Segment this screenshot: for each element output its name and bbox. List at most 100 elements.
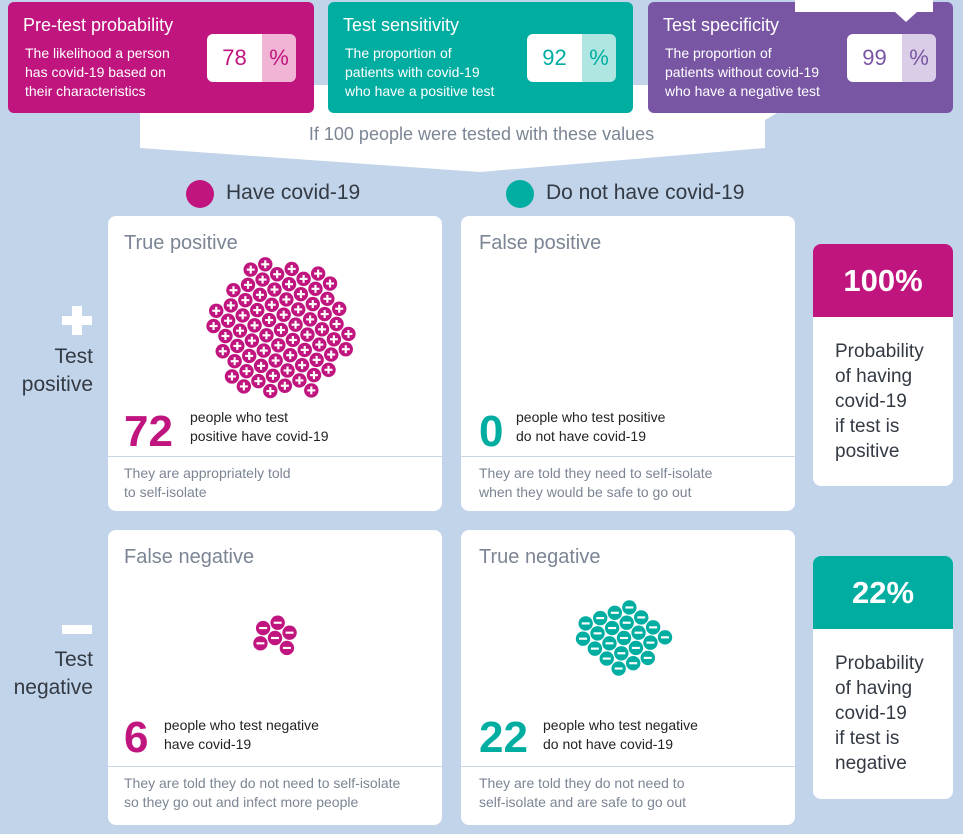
no-covid-legend-label: Do not have covid-19 bbox=[546, 181, 745, 204]
person-without-covid-icon bbox=[645, 620, 661, 635]
person-with-covid-icon bbox=[255, 272, 270, 287]
person-with-covid-icon bbox=[329, 316, 344, 332]
negative-probability-text: Probability of having covid-19 if test i… bbox=[835, 653, 924, 774]
positive-probability-value: 100% bbox=[813, 244, 953, 317]
person-without-covid-icon bbox=[282, 625, 297, 640]
false-positive-description: people who test positive do not have cov… bbox=[516, 409, 666, 444]
person-with-covid-icon bbox=[293, 286, 309, 302]
tooltip-tab bbox=[795, 0, 933, 12]
negative-probability-box: 22% Probability of having covid-19 if te… bbox=[813, 556, 953, 799]
person-without-covid-icon bbox=[626, 656, 641, 671]
person-with-covid-icon bbox=[259, 328, 274, 343]
person-with-covid-icon bbox=[226, 282, 241, 298]
person-with-covid-icon bbox=[239, 363, 254, 379]
person-without-covid-icon bbox=[631, 625, 646, 640]
specificity-description: The proportion of patients without covid… bbox=[665, 45, 820, 99]
true-positive-card: True positive 72 people who test positiv… bbox=[108, 216, 442, 511]
pretest-probability-box: Pre-test probability The likelihood a pe… bbox=[8, 2, 314, 113]
true-positive-description: people who test positive have covid-19 bbox=[190, 409, 329, 444]
person-with-covid-icon bbox=[297, 342, 312, 358]
person-with-covid-icon bbox=[244, 333, 260, 348]
person-with-covid-icon bbox=[232, 323, 248, 338]
false-negative-description: people who test negative have covid-19 bbox=[164, 717, 319, 752]
person-without-covid-icon bbox=[640, 650, 655, 666]
person-without-covid-icon bbox=[634, 610, 649, 625]
person-with-covid-icon bbox=[261, 312, 277, 328]
true-positive-note: They are appropriately told to self-isol… bbox=[124, 465, 291, 500]
person-with-covid-icon bbox=[247, 318, 262, 333]
person-with-covid-icon bbox=[324, 347, 339, 362]
person-without-covid-icon bbox=[578, 616, 593, 631]
person-with-covid-icon bbox=[280, 363, 295, 378]
have-covid-legend-dot bbox=[186, 180, 214, 208]
person-with-covid-icon bbox=[341, 326, 356, 342]
person-without-covid-icon bbox=[628, 640, 644, 656]
positive-probability-text: Probability of having covid-19 if test i… bbox=[835, 341, 924, 462]
person-with-covid-icon bbox=[215, 344, 230, 359]
test-sensitivity-box: Test sensitivity The proportion of patie… bbox=[328, 2, 633, 113]
minus-icon bbox=[62, 625, 92, 634]
person-without-covid-icon bbox=[657, 630, 673, 645]
true-positive-people-cluster bbox=[206, 257, 356, 399]
person-without-covid-icon bbox=[611, 661, 626, 676]
person-with-covid-icon bbox=[281, 277, 297, 292]
pretest-unit: % bbox=[262, 34, 296, 82]
person-without-covid-icon bbox=[619, 615, 634, 630]
person-without-covid-icon bbox=[643, 635, 658, 650]
test-specificity-box: Test specificity The proportion of patie… bbox=[648, 2, 953, 113]
person-with-covid-icon bbox=[220, 313, 236, 328]
person-without-covid-icon bbox=[587, 641, 603, 656]
person-without-covid-icon bbox=[602, 636, 617, 651]
person-with-covid-icon bbox=[326, 332, 342, 347]
person-without-covid-icon bbox=[593, 610, 608, 626]
false-negative-card: False negative 6 people who test negativ… bbox=[108, 530, 442, 825]
false-positive-note: They are told they need to self-isolate … bbox=[479, 465, 713, 500]
plus-icon bbox=[72, 306, 82, 335]
person-with-covid-icon bbox=[264, 297, 279, 312]
person-with-covid-icon bbox=[263, 383, 278, 399]
person-with-covid-icon bbox=[238, 292, 253, 308]
person-with-covid-icon bbox=[223, 298, 238, 313]
person-with-covid-icon bbox=[268, 353, 283, 368]
true-negative-card: True negative 22 people who test negativ… bbox=[461, 530, 795, 825]
person-with-covid-icon bbox=[288, 317, 303, 332]
person-with-covid-icon bbox=[265, 368, 281, 383]
person-with-covid-icon bbox=[294, 357, 310, 373]
specificity-unit: % bbox=[902, 34, 936, 82]
pretest-description: The likelihood a person has covid-19 bas… bbox=[25, 45, 170, 99]
person-with-covid-icon bbox=[236, 379, 252, 394]
person-with-covid-icon bbox=[312, 337, 327, 352]
person-with-covid-icon bbox=[256, 343, 271, 358]
person-with-covid-icon bbox=[230, 338, 245, 354]
person-with-covid-icon bbox=[253, 358, 269, 374]
false-positive-card: False positive 0 people who test positiv… bbox=[461, 216, 795, 511]
person-without-covid-icon bbox=[270, 615, 285, 630]
tooltip-pointer bbox=[895, 12, 917, 22]
person-with-covid-icon bbox=[279, 292, 294, 307]
test-negative-label: Test negative bbox=[13, 648, 93, 699]
person-with-covid-icon bbox=[296, 271, 311, 287]
person-with-covid-icon bbox=[267, 282, 282, 297]
person-with-covid-icon bbox=[224, 369, 240, 384]
false-negative-count: 6 bbox=[124, 713, 149, 762]
true-positive-count: 72 bbox=[124, 407, 173, 456]
person-with-covid-icon bbox=[209, 303, 224, 318]
sensitivity-value-input[interactable]: 92 bbox=[527, 34, 582, 82]
person-with-covid-icon bbox=[304, 383, 319, 398]
divider bbox=[461, 766, 795, 767]
person-with-covid-icon bbox=[320, 291, 335, 306]
false-positive-count: 0 bbox=[479, 407, 504, 456]
person-with-covid-icon bbox=[317, 306, 332, 322]
person-with-covid-icon bbox=[338, 342, 353, 357]
person-with-covid-icon bbox=[251, 373, 266, 389]
sensitivity-unit: % bbox=[582, 34, 616, 82]
person-with-covid-icon bbox=[300, 327, 315, 342]
person-with-covid-icon bbox=[240, 277, 256, 293]
person-with-covid-icon bbox=[308, 281, 323, 297]
person-with-covid-icon bbox=[227, 354, 242, 369]
pretest-value-input[interactable]: 78 bbox=[207, 34, 262, 82]
card-title: False positive bbox=[479, 232, 602, 254]
have-covid-legend-label: Have covid-19 bbox=[226, 181, 361, 204]
specificity-value-input[interactable]: 99 bbox=[847, 34, 902, 82]
person-without-covid-icon bbox=[622, 600, 637, 615]
